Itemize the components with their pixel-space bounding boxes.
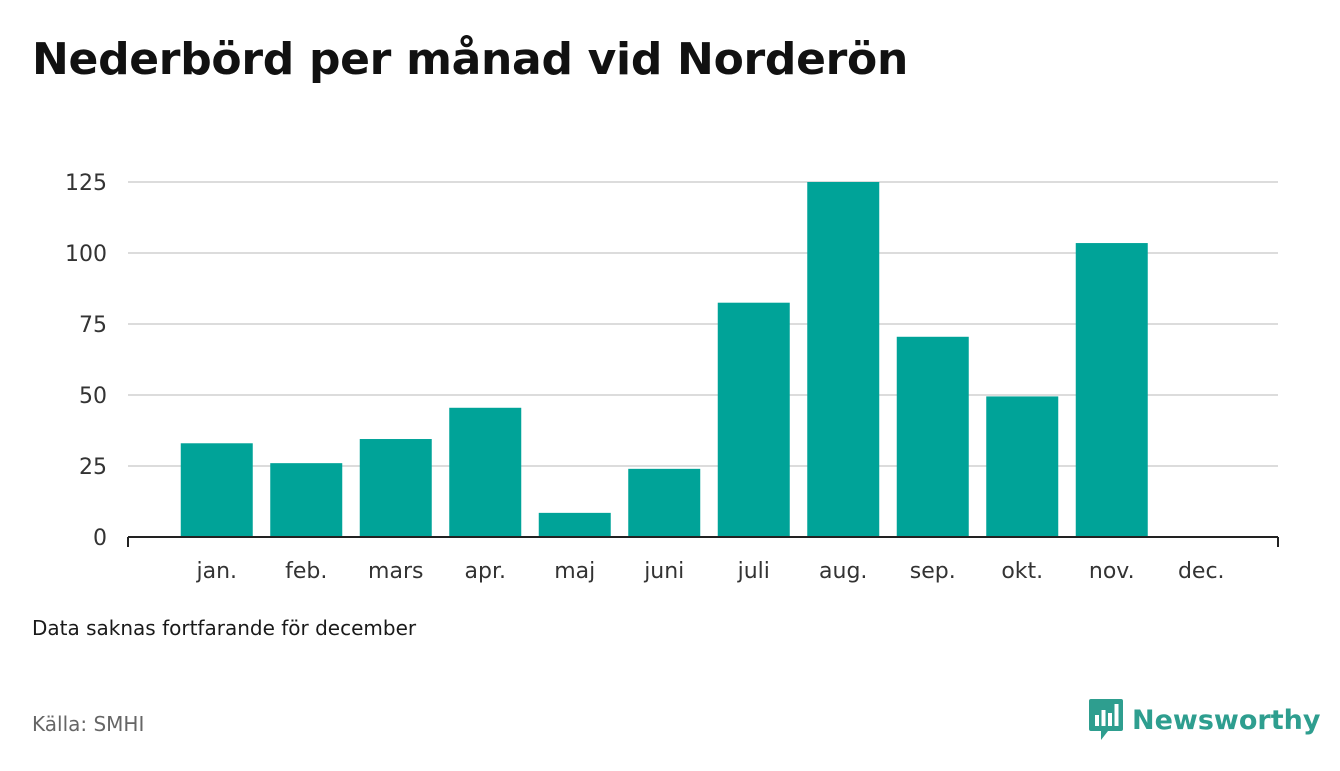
bar (359, 439, 432, 537)
x-tick-label: maj (554, 559, 595, 584)
y-tick-label: 50 (79, 384, 107, 409)
y-axis-tick-labels: 0 25 50 75 100 125 (65, 171, 107, 551)
x-tick-label: sep. (910, 559, 956, 584)
bars (180, 182, 1148, 537)
source-label: Källa: SMHI (32, 712, 145, 736)
x-tick-label: nov. (1089, 559, 1135, 584)
bar (180, 443, 253, 537)
y-tick-label: 75 (79, 313, 107, 338)
bar (628, 468, 701, 537)
x-tick-label: juni (643, 559, 684, 584)
x-tick-label: feb. (285, 559, 327, 584)
x-axis (127, 536, 1279, 547)
bar (986, 396, 1059, 537)
brand-name: Newsworthy (1132, 704, 1321, 736)
y-tick-label: 125 (65, 171, 107, 196)
footnote: Data saknas fortfarande för december (32, 616, 417, 640)
x-tick-label: dec. (1178, 559, 1225, 584)
bar (896, 336, 969, 537)
x-tick-label: aug. (819, 559, 867, 584)
x-tick-label: juli (737, 559, 770, 584)
y-tick-label: 0 (93, 526, 107, 551)
x-tick-label: mars (368, 559, 423, 584)
chart-title: Nederbörd per månad vid Norderön (32, 34, 908, 85)
bar (1075, 243, 1148, 537)
bar (717, 302, 790, 537)
bar (538, 512, 611, 537)
x-axis-tick-labels: jan. feb. mars apr. maj juni juli aug. sep. okt. n… (195, 559, 1224, 584)
y-tick-label: 100 (65, 242, 107, 267)
bar (807, 182, 880, 537)
bar (449, 407, 522, 537)
newsworthy-logo-icon (1089, 699, 1123, 740)
brand-logo: Newsworthy (1088, 698, 1320, 742)
bar (270, 463, 343, 537)
x-tick-label: okt. (1001, 559, 1043, 584)
x-tick-label: apr. (465, 559, 506, 584)
y-tick-label: 25 (79, 455, 107, 480)
x-tick-label: jan. (195, 559, 237, 584)
